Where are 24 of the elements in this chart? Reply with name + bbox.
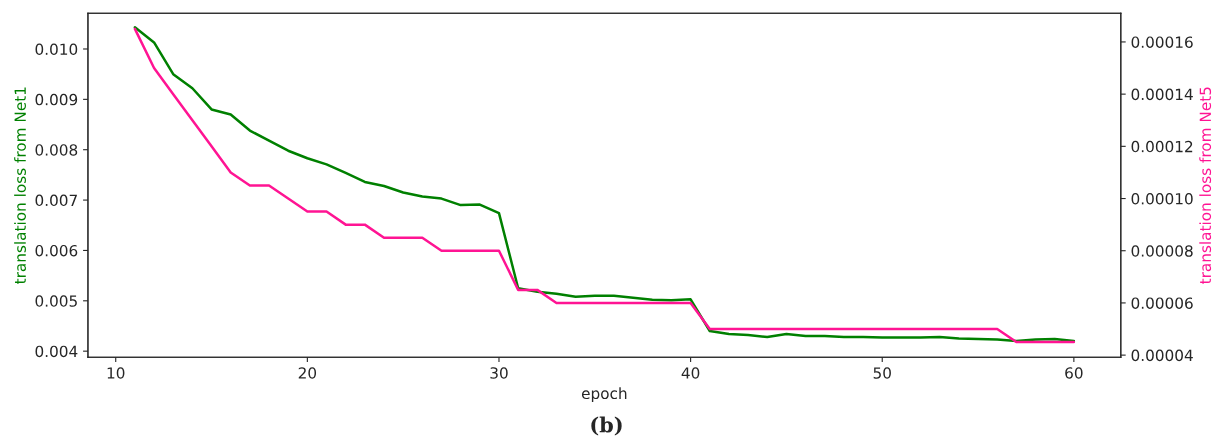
y2-tick-label: 0.00014 [1131, 88, 1193, 101]
y2-tick-label: 0.00006 [1131, 297, 1193, 309]
x-tick-label: 20 [298, 367, 317, 379]
x-tick-label: 50 [873, 367, 891, 379]
y-tick-label: 0.005 [35, 295, 77, 307]
text: (b) [591, 416, 622, 436]
y-axis-title: translation loss from Net1 [14, 87, 26, 284]
y2-tick-label: 0.00004 [1131, 349, 1193, 362]
y-tick-label: 0.008 [35, 144, 78, 156]
y2-tick-label: 0.00010 [1131, 193, 1193, 205]
y2-tick-label: 0.00008 [1131, 245, 1193, 257]
x-axis-title: epoch [581, 387, 627, 403]
y-tick-label: 0.009 [35, 93, 78, 106]
y-tick-label: 0.010 [35, 43, 78, 56]
x-tick-label: 10 [107, 367, 125, 379]
x-tick-label: 40 [681, 367, 700, 379]
y-tick-label: 0.006 [35, 244, 78, 257]
y-tick-label: 0.007 [35, 194, 77, 207]
y2-tick-label: 0.00012 [1131, 140, 1193, 153]
y2-tick-label: 0.00016 [1131, 36, 1193, 48]
x-tick-label: 60 [1065, 367, 1083, 379]
x-tick-label: 30 [490, 367, 508, 379]
y-tick-label: 0.004 [35, 345, 78, 358]
y2-axis-title: translation loss from Net5 [1199, 87, 1212, 284]
